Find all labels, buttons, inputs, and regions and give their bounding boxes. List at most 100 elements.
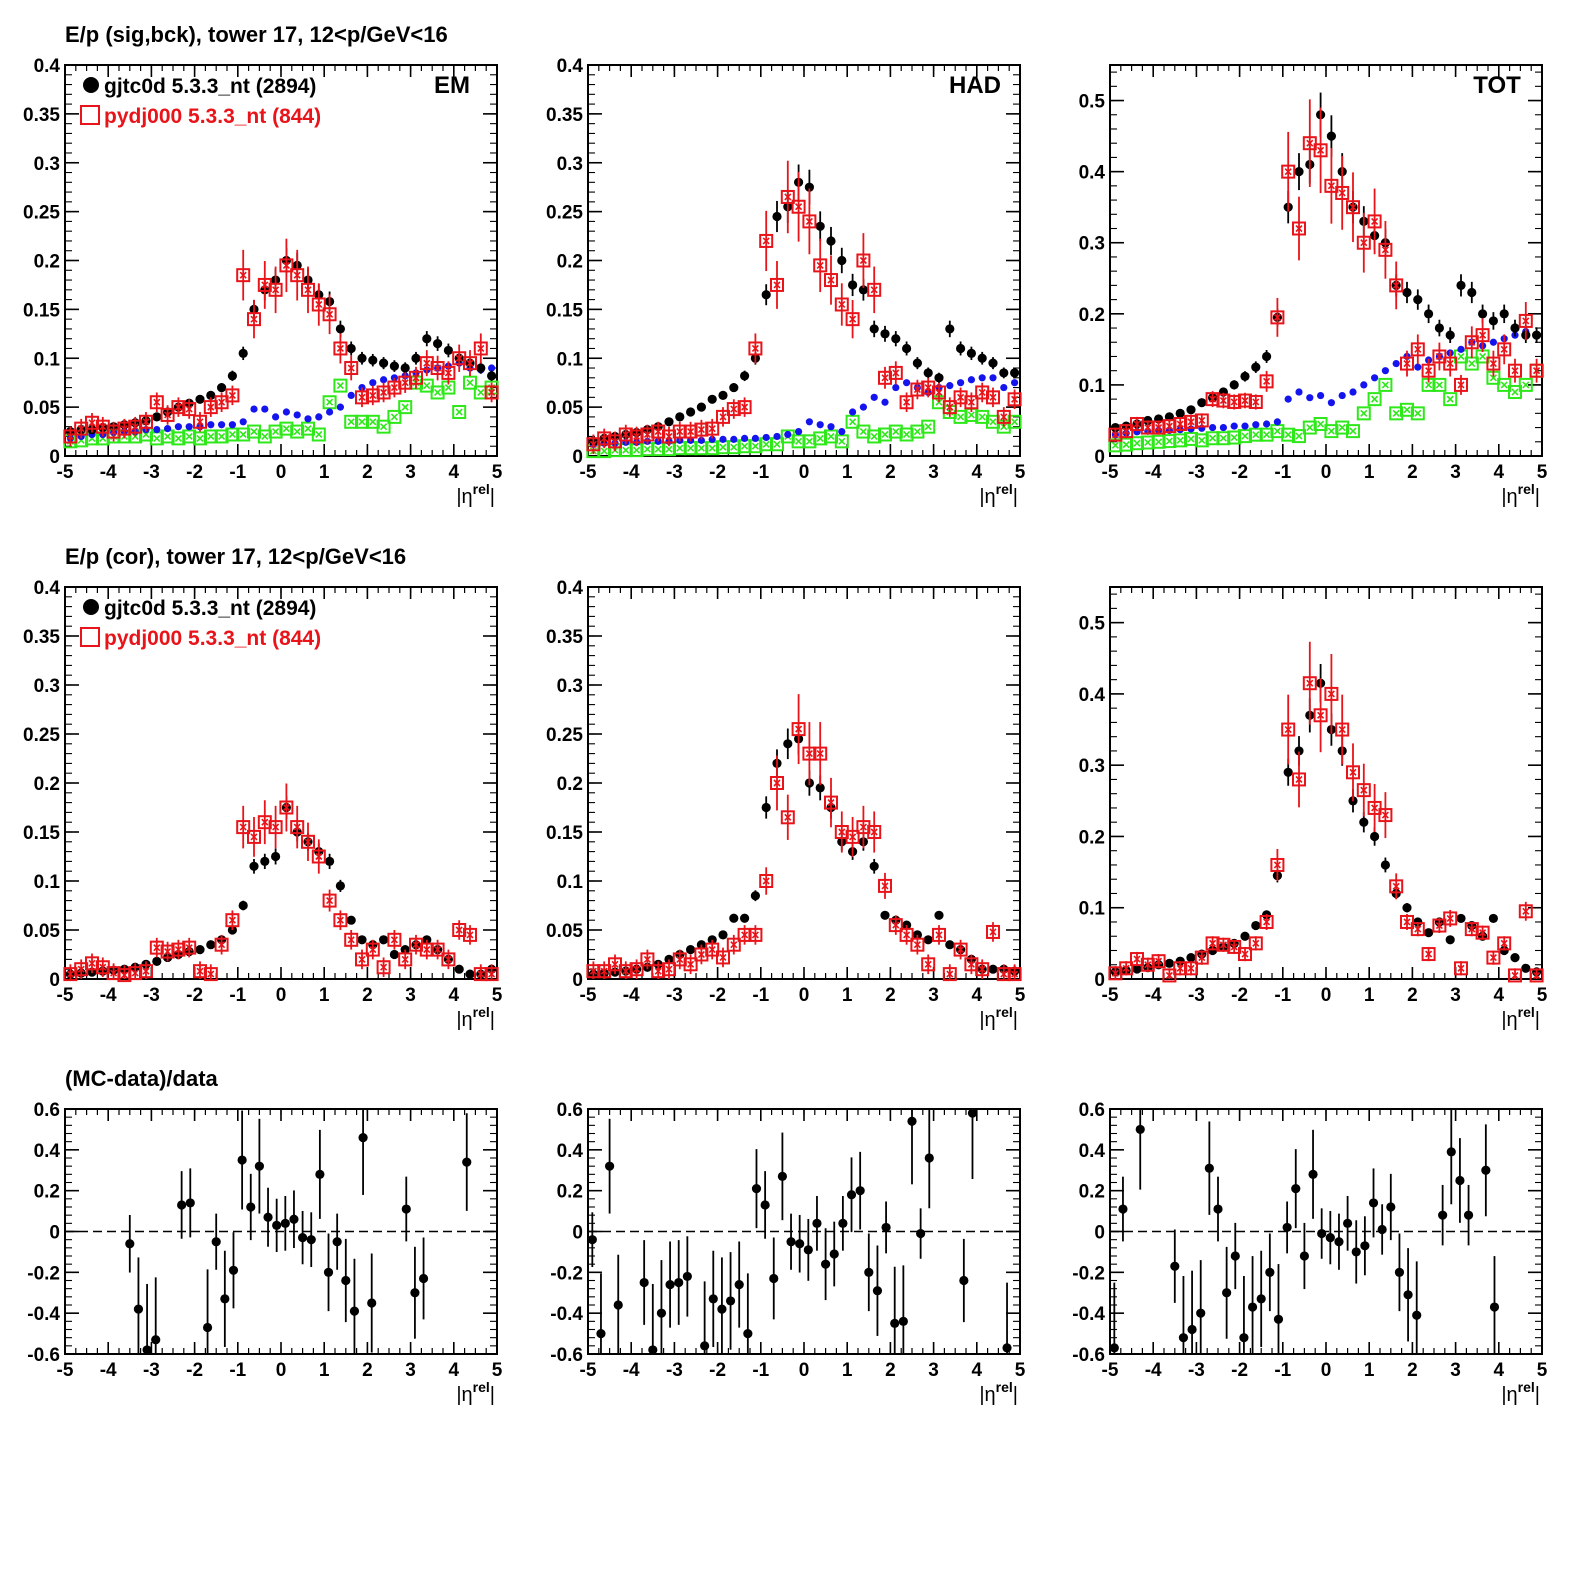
mc-marker-cross: [66, 970, 74, 978]
data-marker: [220, 1294, 230, 1304]
mc_bck-marker-cross: [719, 443, 727, 451]
data-marker: [1402, 903, 1412, 913]
data-marker: [228, 1265, 239, 1275]
mc-marker-cross: [751, 344, 759, 353]
mc_bck-marker-cross: [1457, 352, 1465, 361]
mc-marker-cross: [88, 419, 96, 427]
mc-marker-cross: [1414, 345, 1422, 353]
mc-marker: [618, 427, 633, 442]
y-tick-label: 0.3: [557, 676, 583, 697]
mc_bck-marker-cross: [336, 382, 344, 390]
mc-marker-cross: [924, 384, 932, 392]
data-marker: [1175, 408, 1185, 418]
data-marker: [152, 956, 162, 966]
mc-marker: [986, 924, 1000, 939]
mc-marker: [770, 776, 784, 790]
mc-marker-cross: [676, 955, 684, 963]
mc-marker: [629, 429, 644, 444]
mc_bck-marker: [452, 405, 467, 420]
mc-marker: [1443, 911, 1458, 926]
data_bck-marker: [1317, 391, 1325, 400]
mc_bck-marker-cross: [1122, 441, 1130, 449]
data-marker: [1499, 945, 1509, 956]
data_bck-marker: [1209, 423, 1217, 432]
y-tick-label: 0.1: [34, 349, 61, 370]
data-marker: [195, 394, 205, 404]
mc_bck-marker-cross: [358, 418, 366, 426]
data-marker: [1463, 1210, 1474, 1220]
mc-marker: [473, 341, 488, 356]
mc-marker: [1346, 765, 1360, 780]
data-marker: [1256, 1294, 1266, 1304]
data-marker: [740, 371, 750, 381]
data-marker: [826, 236, 836, 246]
mc-marker: [203, 967, 218, 982]
mc-marker-cross: [1144, 423, 1152, 432]
mc-marker: [964, 395, 979, 410]
data-marker: [1002, 1343, 1012, 1353]
data-marker: [1196, 1308, 1206, 1318]
mc-marker: [441, 952, 456, 967]
data-marker: [1291, 1184, 1301, 1194]
x-tick-label: -5: [57, 462, 74, 483]
data-marker: [1499, 309, 1509, 319]
mc_bck-marker-cross: [1176, 436, 1184, 444]
mc-marker-cross: [1327, 690, 1335, 698]
data-marker: [1118, 1204, 1128, 1214]
x-tick-label: 1: [1364, 462, 1375, 483]
mc-marker: [791, 722, 806, 737]
data_bck-marker: [1457, 345, 1465, 353]
mc-marker: [856, 820, 871, 835]
mc-marker: [1238, 947, 1252, 962]
x-tick-label: -4: [623, 1360, 640, 1381]
y-tick-label: 0.05: [23, 921, 60, 942]
data-marker: [881, 1222, 891, 1233]
data_bck-marker: [838, 427, 846, 436]
mc-marker-cross: [1371, 804, 1379, 812]
data-marker: [890, 1318, 900, 1328]
data-marker: [675, 412, 685, 422]
mc-marker-cross: [1176, 964, 1184, 972]
data-marker: [1326, 131, 1336, 141]
data-marker: [898, 1316, 908, 1326]
mc_bck-marker: [1292, 429, 1306, 444]
mc-marker: [333, 341, 348, 356]
mc-marker: [344, 932, 359, 947]
panel-label: HAD: [949, 72, 1001, 99]
mc_bck-marker: [376, 419, 391, 434]
data-marker: [280, 1218, 290, 1228]
mc-marker: [1007, 392, 1022, 407]
mc_bck-marker: [845, 414, 860, 429]
mc-marker: [759, 233, 774, 248]
mc_bck-marker-cross: [1425, 381, 1433, 389]
data-marker: [1424, 928, 1434, 938]
x-tick-label: -3: [1188, 462, 1205, 483]
data_bck-marker: [304, 415, 312, 423]
mc-marker: [441, 365, 456, 380]
y-tick-label: 0.6: [557, 1100, 583, 1121]
data-marker: [786, 1237, 796, 1247]
mc-marker-cross: [946, 403, 954, 411]
y-tick-label: 0.4: [34, 578, 61, 599]
y-tick-label: 0.6: [34, 1100, 60, 1121]
data_bck-marker: [315, 413, 323, 421]
mc-marker: [878, 878, 892, 893]
mc-marker-cross: [164, 947, 172, 956]
data-marker: [1170, 1261, 1180, 1271]
panel-ratio-tot: -5 -4 -3 -2 -1 0 1 2 3 4 5 -0.6 -0.4 -0.2 0 0.2 0.4 0.6 |η…: [1072, 1100, 1547, 1406]
mc_bck-marker: [214, 429, 229, 444]
data_bck-marker: [946, 382, 954, 390]
mc_bck-marker-cross: [1111, 441, 1119, 449]
mc-marker-cross: [488, 388, 496, 397]
mc-marker: [1119, 961, 1134, 976]
mc-marker-cross: [282, 803, 290, 812]
mc_bck-marker: [1302, 420, 1317, 435]
y-tick-label: 0.1: [557, 349, 584, 370]
mc-marker: [618, 964, 633, 979]
mc-marker: [694, 422, 709, 437]
data-marker: [1532, 330, 1542, 340]
mc_bck-marker: [1410, 406, 1425, 421]
mc_bck-marker-cross: [1295, 432, 1303, 440]
mc_bck-marker-cross: [633, 446, 641, 454]
